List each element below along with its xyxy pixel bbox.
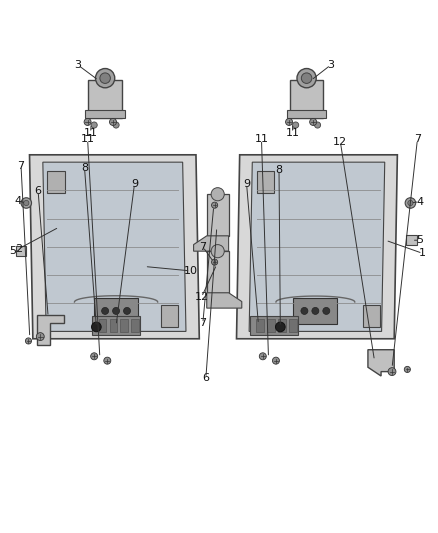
Circle shape — [408, 200, 413, 206]
Circle shape — [259, 353, 266, 360]
Bar — [267, 319, 275, 332]
Text: 6: 6 — [202, 373, 209, 383]
Circle shape — [100, 73, 110, 84]
Text: 11: 11 — [254, 134, 268, 144]
Text: 8: 8 — [276, 165, 283, 175]
Bar — [85, 110, 125, 118]
Bar — [257, 171, 274, 193]
Text: 12: 12 — [194, 292, 208, 302]
Polygon shape — [237, 155, 397, 339]
Text: 9: 9 — [243, 179, 250, 189]
Text: 3: 3 — [74, 60, 81, 70]
Text: 1: 1 — [419, 248, 426, 259]
Circle shape — [124, 308, 131, 314]
Circle shape — [84, 118, 91, 125]
Circle shape — [301, 73, 312, 84]
Bar — [293, 298, 337, 324]
Bar — [207, 194, 229, 236]
Circle shape — [388, 368, 396, 376]
Circle shape — [24, 200, 29, 206]
Text: 11: 11 — [81, 134, 95, 144]
Bar — [289, 319, 297, 332]
Text: 7: 7 — [199, 242, 206, 252]
Text: 11: 11 — [286, 128, 300, 138]
Text: 5: 5 — [416, 235, 423, 245]
Bar — [99, 319, 106, 332]
Circle shape — [211, 245, 224, 258]
Circle shape — [113, 308, 120, 314]
Text: 7: 7 — [414, 134, 421, 144]
Circle shape — [91, 122, 97, 128]
Bar — [250, 316, 298, 335]
Circle shape — [211, 188, 224, 201]
Polygon shape — [368, 350, 394, 376]
Bar — [88, 80, 122, 118]
Circle shape — [92, 322, 101, 332]
Bar — [120, 319, 128, 332]
Polygon shape — [194, 236, 229, 251]
Circle shape — [36, 333, 44, 341]
Polygon shape — [37, 314, 64, 345]
Bar — [406, 235, 417, 246]
Circle shape — [293, 122, 299, 128]
Bar — [161, 305, 178, 327]
Circle shape — [102, 308, 109, 314]
Circle shape — [91, 353, 98, 360]
Text: 5: 5 — [10, 246, 17, 256]
Bar — [278, 319, 286, 332]
Circle shape — [110, 118, 117, 125]
Circle shape — [301, 308, 308, 314]
Bar — [94, 298, 138, 324]
Polygon shape — [43, 162, 186, 332]
Bar — [92, 316, 140, 335]
Bar — [363, 305, 380, 327]
Polygon shape — [249, 162, 385, 332]
Bar — [287, 110, 326, 118]
Circle shape — [212, 259, 218, 265]
Bar — [131, 319, 139, 332]
Text: 4: 4 — [14, 196, 21, 206]
Circle shape — [25, 338, 32, 344]
Text: 10: 10 — [184, 266, 198, 276]
Circle shape — [312, 308, 319, 314]
Circle shape — [276, 322, 285, 332]
Circle shape — [314, 122, 321, 128]
Polygon shape — [29, 155, 199, 339]
Text: 7: 7 — [199, 318, 206, 328]
Circle shape — [404, 366, 410, 373]
Circle shape — [323, 308, 330, 314]
Circle shape — [310, 118, 317, 125]
Circle shape — [212, 202, 218, 208]
Text: 4: 4 — [416, 197, 423, 207]
Text: 8: 8 — [81, 163, 88, 173]
Text: 9: 9 — [131, 179, 138, 189]
Bar — [256, 319, 264, 332]
Circle shape — [95, 69, 115, 88]
Text: 2: 2 — [15, 244, 22, 254]
Bar — [47, 171, 65, 193]
Text: 11: 11 — [84, 128, 98, 138]
Circle shape — [272, 357, 279, 364]
Polygon shape — [207, 293, 242, 308]
Circle shape — [21, 198, 32, 208]
Text: 6: 6 — [35, 186, 42, 196]
Circle shape — [104, 357, 111, 364]
Circle shape — [297, 69, 316, 88]
Bar — [207, 251, 229, 293]
Bar — [110, 319, 117, 332]
Circle shape — [405, 198, 416, 208]
Bar — [290, 80, 323, 118]
Circle shape — [113, 122, 119, 128]
Bar — [16, 246, 26, 256]
Text: 3: 3 — [327, 60, 334, 70]
Text: 12: 12 — [333, 136, 347, 147]
Text: 7: 7 — [18, 161, 25, 171]
Circle shape — [286, 118, 293, 125]
